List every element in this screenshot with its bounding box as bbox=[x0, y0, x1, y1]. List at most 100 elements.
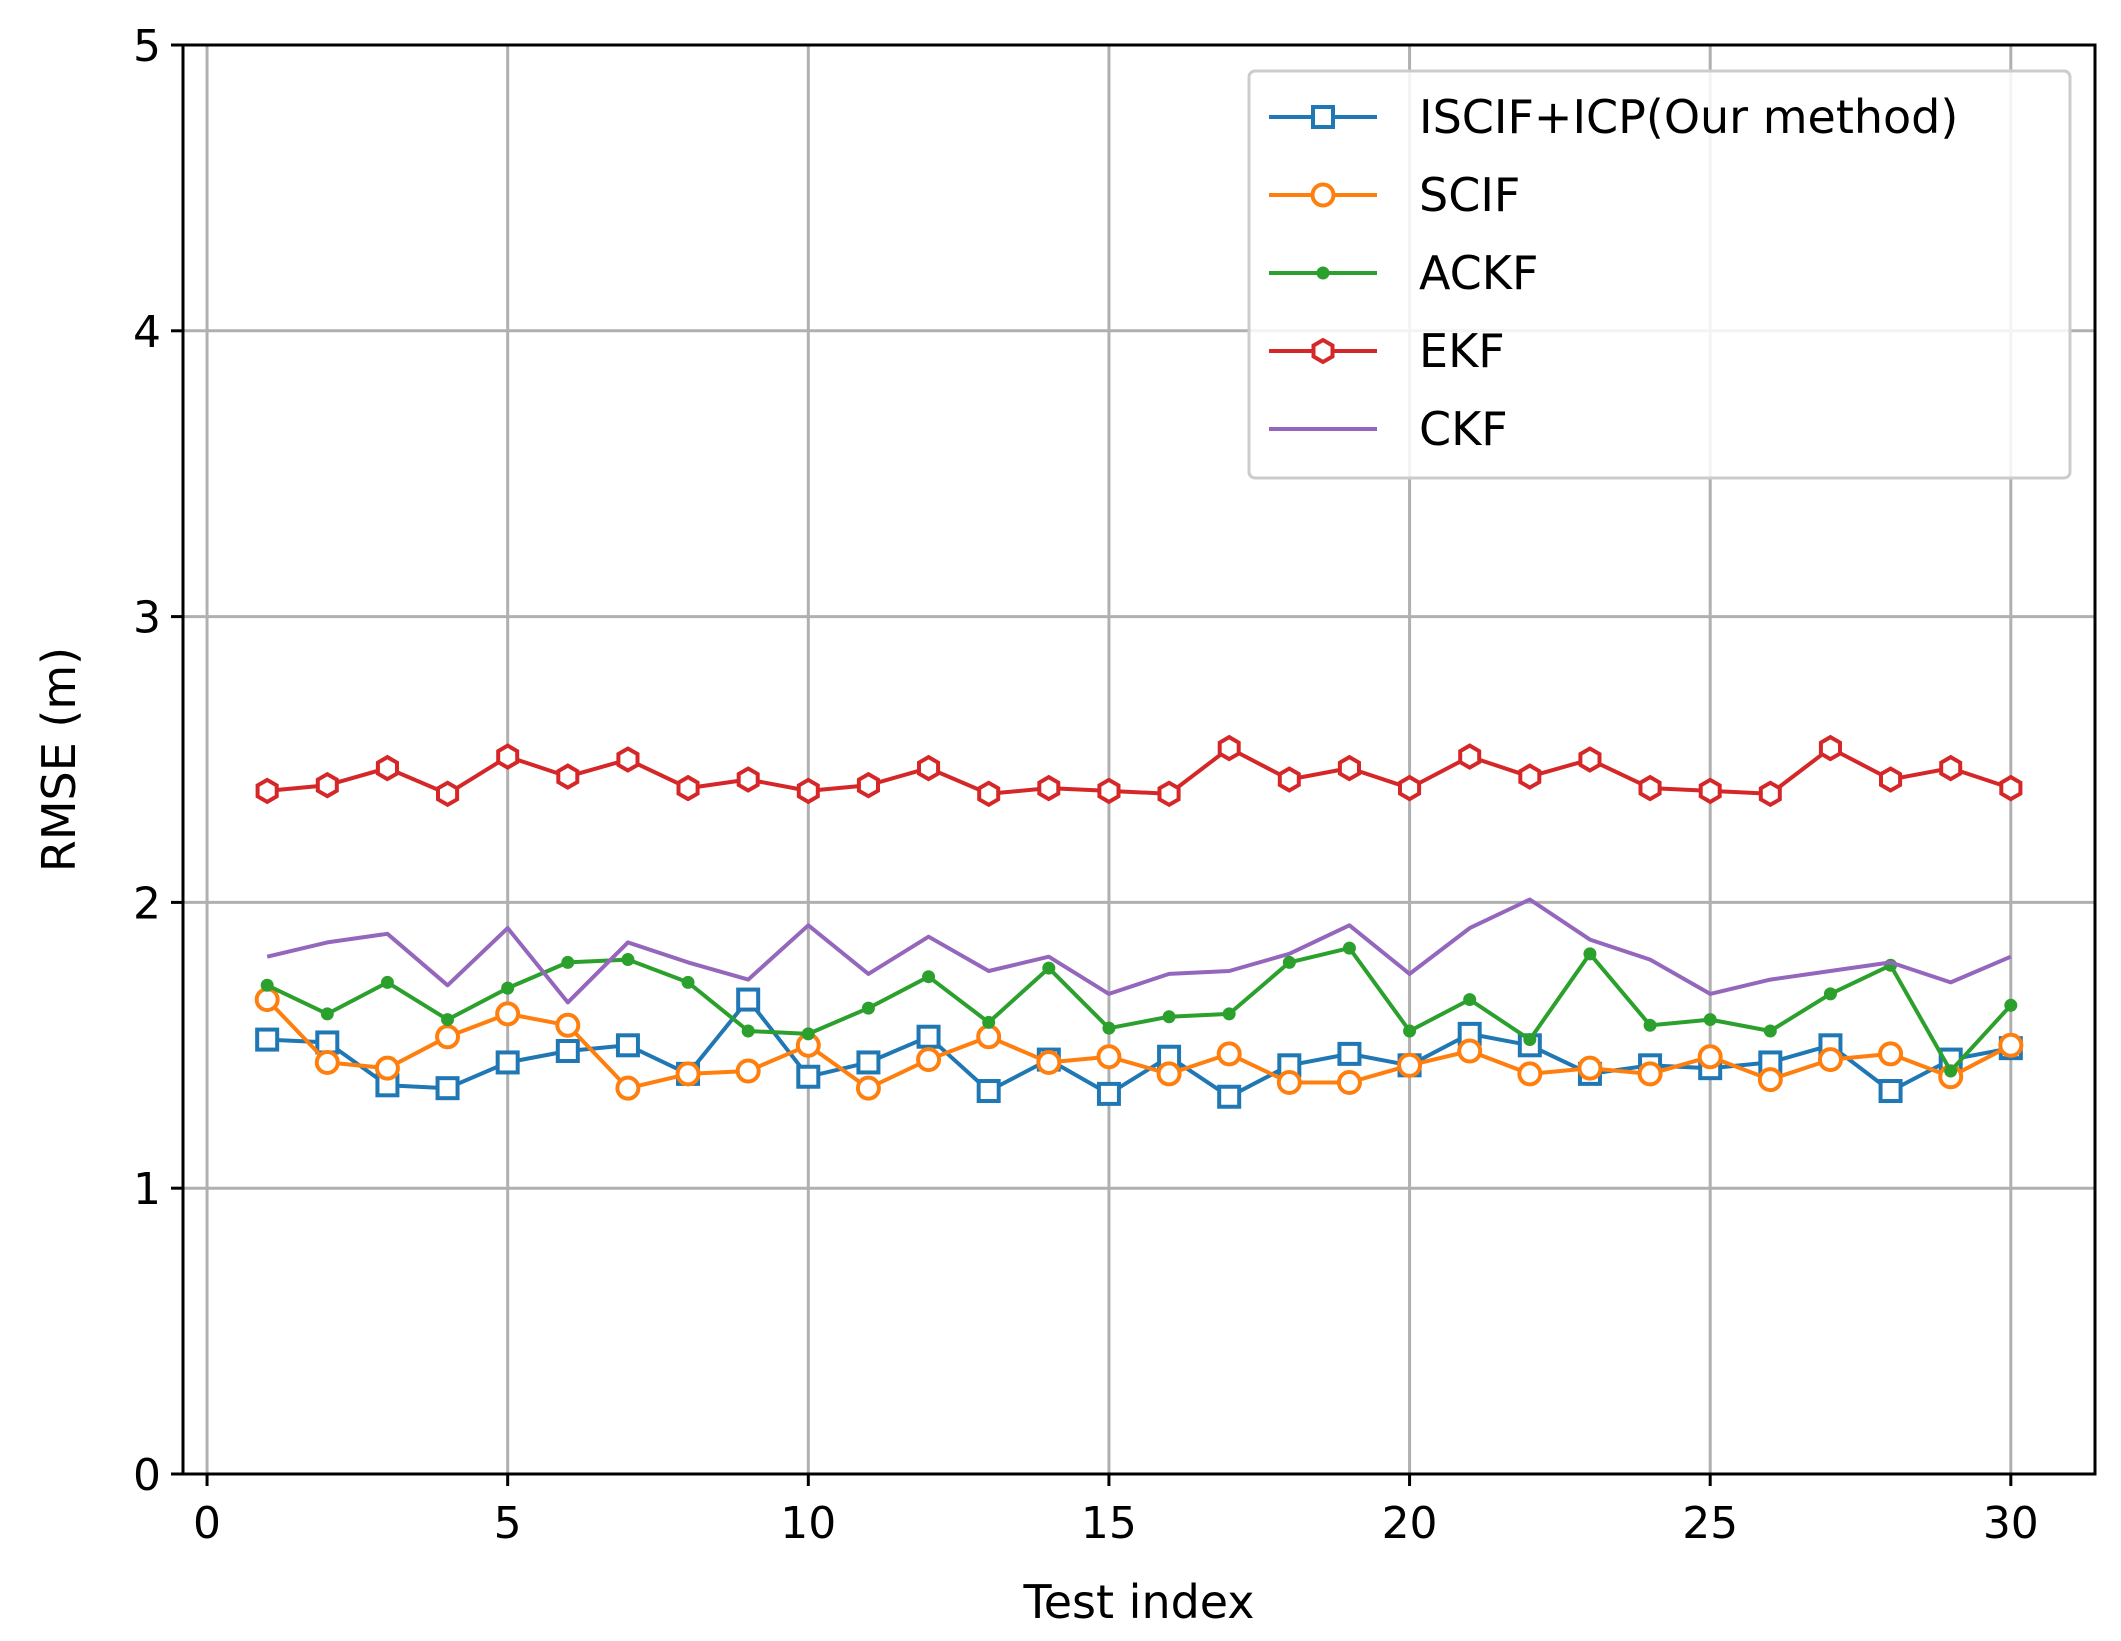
legend-label: EKF bbox=[1419, 324, 1505, 378]
data-point bbox=[616, 746, 640, 773]
x-axis-label: Test index bbox=[1022, 1575, 1254, 1629]
data-point bbox=[441, 1013, 455, 1027]
legend-label: CKF bbox=[1419, 402, 1508, 456]
data-point bbox=[1518, 763, 1542, 790]
data-point bbox=[495, 1001, 521, 1027]
series-iscif-icp-our-method bbox=[255, 987, 2023, 1109]
data-point bbox=[1463, 993, 1477, 1007]
data-point bbox=[1310, 182, 1336, 208]
data-point bbox=[982, 1015, 996, 1029]
data-point bbox=[1697, 1044, 1723, 1070]
series-layer bbox=[254, 734, 2024, 1109]
y-tick-label: 1 bbox=[133, 1164, 161, 1215]
y-tick-label: 3 bbox=[133, 593, 161, 644]
data-point bbox=[976, 1079, 1001, 1104]
data-point bbox=[615, 1075, 641, 1101]
data-point bbox=[1578, 746, 1602, 773]
data-point bbox=[1698, 777, 1722, 805]
x-tick-label: 5 bbox=[494, 1498, 522, 1549]
data-point bbox=[976, 1024, 1002, 1050]
data-point bbox=[1222, 1007, 1236, 1021]
data-point bbox=[1157, 780, 1181, 808]
data-point bbox=[1818, 734, 1842, 762]
data-point bbox=[315, 771, 339, 799]
series-ekf bbox=[255, 734, 2023, 808]
data-point bbox=[922, 970, 936, 984]
data-point bbox=[1336, 1069, 1362, 1095]
data-point bbox=[314, 1049, 340, 1075]
data-point bbox=[555, 1039, 580, 1064]
legend: ISCIF+ICP(Our method) SCIF ACKF EKF CKF bbox=[1247, 69, 2072, 480]
data-point bbox=[1096, 1044, 1122, 1070]
data-point bbox=[1036, 1049, 1062, 1075]
data-point bbox=[861, 1001, 875, 1015]
x-tick-label: 25 bbox=[1682, 1498, 1738, 1549]
data-point bbox=[320, 1007, 334, 1021]
data-point bbox=[1523, 1033, 1537, 1047]
plot-area-frame bbox=[181, 43, 2097, 1476]
y-tick-label: 4 bbox=[133, 307, 161, 358]
legend-label: ACKF bbox=[1419, 246, 1538, 300]
series-line bbox=[266, 946, 2013, 1073]
data-point bbox=[260, 978, 274, 992]
legend-item: ACKF bbox=[1269, 246, 1538, 300]
y-tick-label: 5 bbox=[133, 21, 161, 72]
data-point bbox=[1817, 1047, 1843, 1073]
data-point bbox=[736, 987, 761, 1012]
legend-label: SCIF bbox=[1419, 168, 1520, 222]
data-point bbox=[741, 1024, 755, 1038]
data-point bbox=[375, 754, 399, 782]
data-point bbox=[436, 780, 460, 808]
data-point bbox=[1458, 743, 1482, 770]
data-point bbox=[1217, 734, 1241, 762]
data-point bbox=[1757, 1067, 1783, 1093]
data-point bbox=[855, 1075, 881, 1101]
data-point bbox=[1643, 1018, 1657, 1032]
data-point bbox=[917, 754, 941, 782]
data-point bbox=[1939, 754, 1963, 782]
legend-item: EKF bbox=[1269, 324, 1505, 378]
series-line bbox=[266, 897, 2012, 1005]
x-tick-label: 20 bbox=[1382, 1498, 1438, 1549]
data-point bbox=[1097, 777, 1121, 805]
y-tick-label: 2 bbox=[133, 878, 161, 929]
x-tick-label: 30 bbox=[1983, 1498, 2039, 1549]
data-point bbox=[796, 777, 820, 805]
data-point bbox=[1311, 105, 1335, 129]
data-point bbox=[1703, 1013, 1717, 1027]
data-point bbox=[496, 743, 520, 770]
data-point bbox=[1637, 1061, 1663, 1087]
data-point bbox=[254, 987, 280, 1013]
data-point bbox=[676, 774, 700, 802]
data-point bbox=[1823, 987, 1837, 1001]
data-point bbox=[1042, 961, 1056, 975]
data-point bbox=[1944, 1064, 1958, 1078]
data-point bbox=[1878, 1079, 1903, 1104]
data-point bbox=[1337, 754, 1361, 782]
data-point bbox=[1583, 947, 1597, 961]
data-point bbox=[1102, 1021, 1116, 1035]
data-point bbox=[856, 1050, 881, 1075]
data-point bbox=[1282, 955, 1296, 969]
data-point bbox=[435, 1076, 460, 1101]
data-point bbox=[495, 1050, 520, 1075]
x-tick-label: 0 bbox=[193, 1498, 221, 1549]
data-point bbox=[1162, 1010, 1176, 1024]
data-point bbox=[1763, 1024, 1777, 1038]
data-point bbox=[1311, 337, 1335, 365]
data-point bbox=[1342, 941, 1356, 955]
data-point bbox=[561, 955, 575, 969]
data-point bbox=[1638, 774, 1662, 802]
data-point bbox=[1878, 1041, 1904, 1067]
data-point bbox=[255, 1027, 280, 1052]
data-point bbox=[736, 766, 760, 793]
data-point bbox=[1457, 1038, 1483, 1064]
series-ckf bbox=[266, 897, 2012, 1005]
series-line bbox=[267, 997, 2012, 1099]
data-point bbox=[255, 777, 279, 805]
data-point bbox=[1577, 1055, 1603, 1081]
data-point bbox=[977, 780, 1001, 808]
data-point bbox=[315, 1030, 340, 1055]
